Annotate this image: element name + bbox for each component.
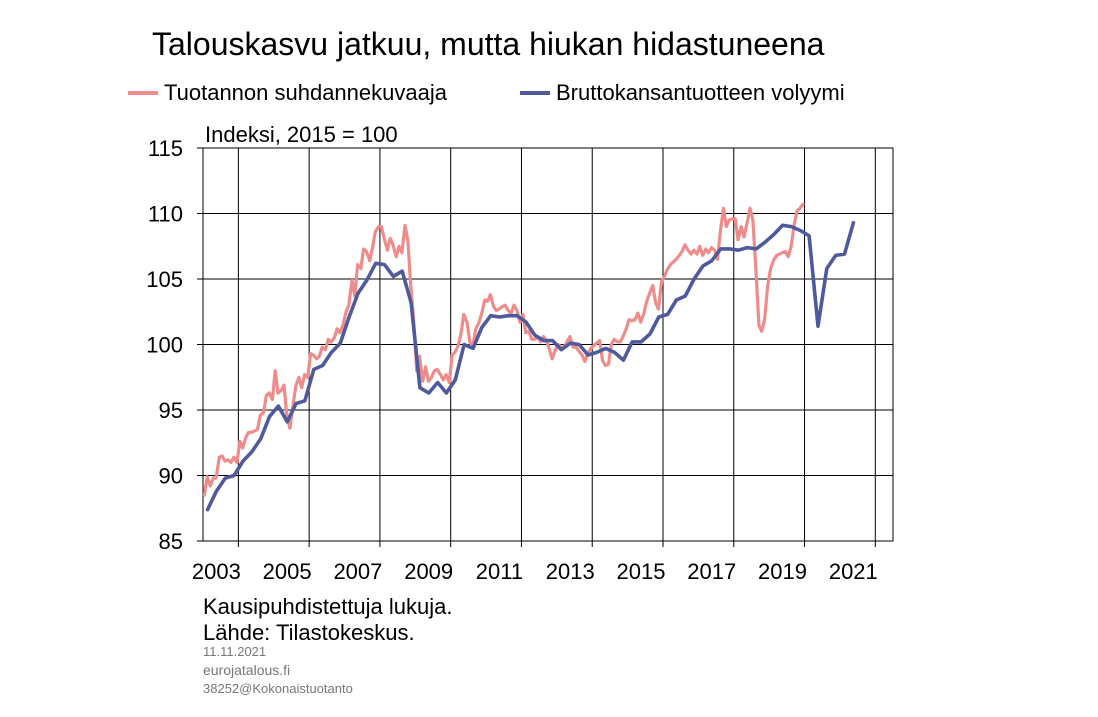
y-tick-label: 90: [159, 464, 183, 489]
y-tick-label: 85: [159, 529, 183, 554]
x-tick-label: 2009: [404, 559, 453, 584]
x-tick-label: 2003: [192, 559, 241, 584]
legend-label-gdp: Bruttokansantuotteen volyymi: [556, 80, 845, 105]
publish-date: 11.11.2021: [203, 644, 267, 659]
chart-title: Talouskasvu jatkuu, mutta hiukan hidastu…: [152, 26, 825, 62]
legend-label-production: Tuotannon suhdannekuvaaja: [164, 80, 447, 105]
x-tick-label: 2017: [687, 559, 736, 584]
x-axis: 2003 2005 2007 2009 2011 2013 2015 2017 2019 2021: [192, 541, 878, 584]
x-tick-label: 2005: [263, 559, 312, 584]
x-tick-label: 2011: [476, 559, 523, 584]
site-name: eurojatalous.fi: [203, 662, 291, 678]
x-tick-label: 2013: [546, 559, 595, 584]
x-tick-label: 2015: [617, 559, 666, 584]
legend-swatch-gdp: [520, 91, 550, 95]
chart-id: 38252@Kokonaistuotanto: [203, 681, 353, 696]
note-seasonally-adjusted: Kausipuhdistettuja lukuja.: [203, 594, 453, 619]
y-tick-label: 100: [146, 333, 183, 358]
x-tick-label: 2021: [829, 559, 878, 584]
y-tick-label: 110: [148, 202, 183, 227]
series-lines: [202, 202, 856, 512]
y-tick-label: 95: [159, 398, 183, 423]
series-line-gdp: [205, 220, 856, 512]
y-axis: 85 90 95 100 105 110 115: [146, 136, 203, 554]
y-tick-label: 105: [146, 267, 183, 292]
x-tick-label: 2007: [333, 559, 382, 584]
legend-item-gdp: Bruttokansantuotteen volyymi: [520, 78, 845, 108]
y-tick-label: 115: [148, 136, 183, 161]
legend-swatch-production: [128, 91, 158, 95]
series-line-production: [202, 202, 805, 497]
grid-lines: [203, 148, 893, 541]
note-source: Lähde: Tilastokeskus.: [203, 620, 415, 645]
legend-item-production: Tuotannon suhdannekuvaaja: [128, 78, 447, 108]
y-axis-unit-label: Indeksi, 2015 = 100: [205, 122, 398, 147]
x-tick-label: 2019: [758, 559, 807, 584]
